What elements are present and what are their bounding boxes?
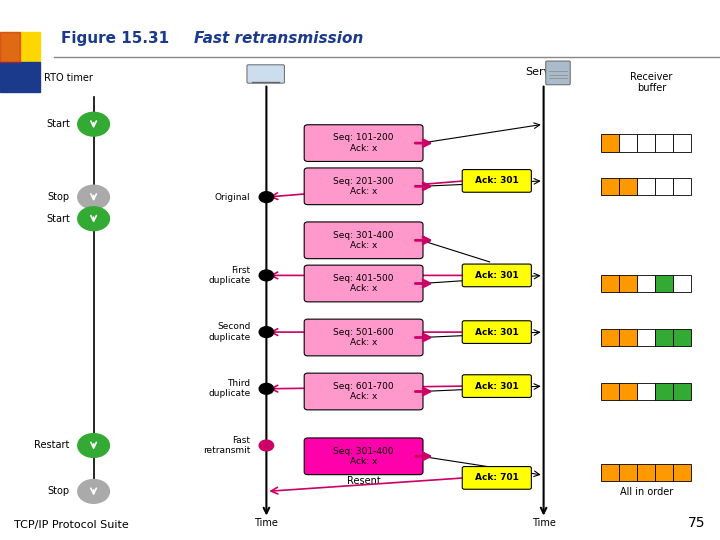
Text: Ack: 301: Ack: 301 (475, 328, 518, 336)
Bar (601, 464, 619, 481)
Text: Seq: 101-200
Ack: x: Seq: 101-200 Ack: x (333, 133, 394, 153)
Text: TCP/IP Protocol Suite: TCP/IP Protocol Suite (14, 520, 129, 530)
Bar (637, 275, 655, 292)
Text: Original: Original (215, 193, 251, 201)
Bar (601, 383, 619, 400)
Text: Seq: 301-400
Ack: x: Seq: 301-400 Ack: x (333, 447, 394, 466)
Text: Ack: 301: Ack: 301 (475, 177, 518, 185)
Text: Figure 15.31: Figure 15.31 (61, 31, 169, 46)
FancyBboxPatch shape (462, 467, 531, 489)
Text: Seq: 201-300
Ack: x: Seq: 201-300 Ack: x (333, 177, 394, 196)
Circle shape (259, 270, 274, 281)
Circle shape (78, 112, 109, 136)
Text: Client: Client (251, 67, 282, 77)
Text: First
duplicate: First duplicate (208, 266, 251, 285)
Bar (601, 275, 619, 292)
Bar (655, 464, 673, 481)
Text: Fast retransmission: Fast retransmission (194, 31, 364, 46)
Bar (0, 32, 20, 62)
Text: RTO timer: RTO timer (44, 72, 93, 83)
Bar (655, 134, 673, 152)
Bar (673, 178, 691, 195)
Circle shape (78, 480, 109, 503)
Circle shape (259, 383, 274, 394)
Bar (619, 464, 637, 481)
Text: Receiver
buffer: Receiver buffer (631, 72, 672, 93)
FancyBboxPatch shape (304, 222, 423, 259)
Text: Stop: Stop (48, 192, 70, 202)
Bar (637, 464, 655, 481)
FancyBboxPatch shape (304, 125, 423, 161)
Bar (619, 275, 637, 292)
FancyBboxPatch shape (462, 375, 531, 397)
Text: Ack: 301: Ack: 301 (475, 271, 518, 280)
Text: Second
duplicate: Second duplicate (208, 322, 251, 342)
Text: Server: Server (525, 67, 562, 77)
Text: Stop: Stop (48, 487, 70, 496)
Bar (601, 178, 619, 195)
Text: Seq: 601-700
Ack: x: Seq: 601-700 Ack: x (333, 382, 394, 401)
Circle shape (78, 185, 109, 209)
Bar (673, 464, 691, 481)
Bar (673, 383, 691, 400)
FancyBboxPatch shape (247, 65, 284, 83)
FancyBboxPatch shape (304, 168, 423, 205)
Bar (601, 329, 619, 346)
Text: Seq: 301-400
Ack: x: Seq: 301-400 Ack: x (333, 231, 394, 250)
Text: Seq: 401-500
Ack: x: Seq: 401-500 Ack: x (333, 274, 394, 293)
Bar (619, 383, 637, 400)
Text: All in order: All in order (620, 488, 673, 497)
FancyBboxPatch shape (304, 319, 423, 356)
Bar (655, 329, 673, 346)
Text: Restart: Restart (35, 441, 70, 450)
Text: Resent: Resent (347, 476, 380, 487)
Bar (637, 329, 655, 346)
Bar (601, 134, 619, 152)
Bar (619, 134, 637, 152)
Text: Start: Start (46, 119, 70, 129)
Circle shape (259, 440, 274, 451)
FancyBboxPatch shape (304, 265, 423, 302)
Bar (655, 178, 673, 195)
FancyBboxPatch shape (462, 170, 531, 192)
Bar (637, 134, 655, 152)
Text: Seq: 501-600
Ack: x: Seq: 501-600 Ack: x (333, 328, 394, 347)
FancyBboxPatch shape (462, 321, 531, 343)
Text: Time: Time (254, 518, 279, 528)
Bar (637, 178, 655, 195)
Bar (673, 134, 691, 152)
Bar (673, 275, 691, 292)
Circle shape (259, 192, 274, 202)
FancyBboxPatch shape (304, 438, 423, 475)
Text: Fast
retransmit: Fast retransmit (203, 436, 251, 455)
Bar (0, 62, 40, 92)
Circle shape (259, 327, 274, 338)
FancyBboxPatch shape (546, 61, 570, 85)
Text: Ack: 701: Ack: 701 (475, 474, 518, 482)
Text: Lost: Lost (500, 265, 521, 275)
Bar (673, 329, 691, 346)
Bar (655, 275, 673, 292)
Text: Start: Start (46, 214, 70, 224)
Bar (619, 329, 637, 346)
Bar (619, 178, 637, 195)
Bar (655, 383, 673, 400)
Circle shape (78, 434, 109, 457)
Text: Time: Time (531, 518, 556, 528)
Text: 75: 75 (688, 516, 706, 530)
FancyBboxPatch shape (304, 373, 423, 410)
Bar (637, 383, 655, 400)
Text: Ack: 301: Ack: 301 (475, 382, 518, 390)
Circle shape (78, 207, 109, 231)
FancyBboxPatch shape (462, 264, 531, 287)
Text: Third
duplicate: Third duplicate (208, 379, 251, 399)
Bar (0, 32, 40, 62)
